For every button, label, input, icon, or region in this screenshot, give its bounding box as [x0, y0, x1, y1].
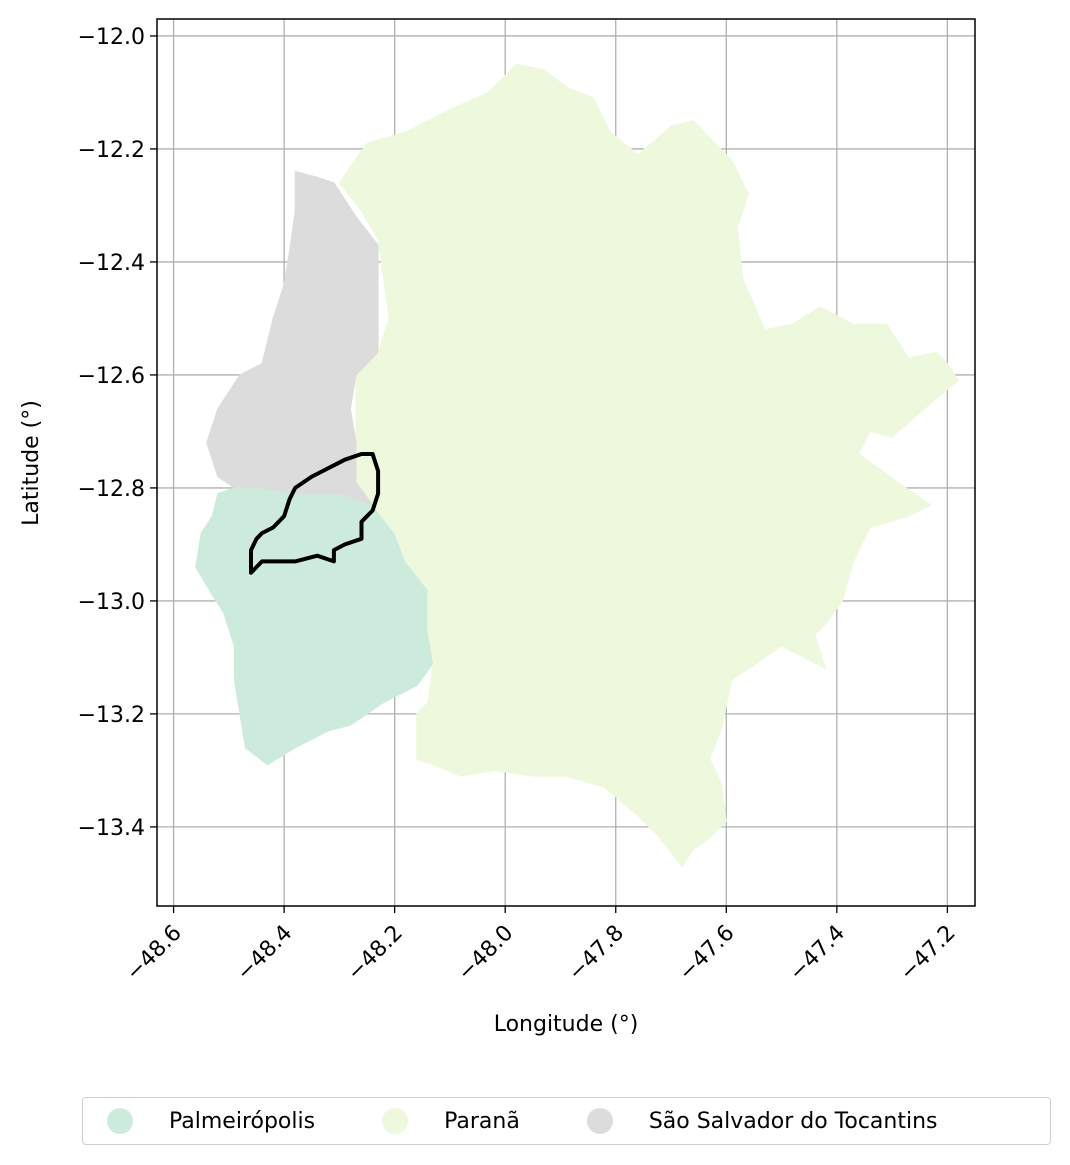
y-tick-label: −12.4 — [78, 251, 145, 276]
legend-item-palmeiropolis: Palmeirópolis — [107, 1098, 315, 1144]
y-tick-label: −12.6 — [78, 364, 145, 389]
x-tick-label: −48.0 — [453, 921, 518, 986]
map-chart: −48.6 −48.4 −48.2 −48.0 −47.8 −47.6 −47.4 −47.2… — [19, 18, 976, 1037]
highlight-outline — [249, 452, 381, 575]
region-polygons — [195, 63, 959, 867]
legend-label-sao-salvador: São Salvador do Tocantins — [648, 1108, 938, 1134]
y-tick-label: −12.2 — [78, 138, 145, 163]
y-axis-label: Latitude (°) — [19, 400, 44, 526]
plot-frame — [156, 18, 976, 907]
x-tick-label: −47.4 — [785, 921, 850, 986]
y-tick-label: −12.8 — [78, 477, 145, 502]
legend-item-sao-salvador: São Salvador do Tocantins — [586, 1098, 938, 1144]
legend-swatch-parana — [382, 1108, 409, 1134]
x-tick-label: −47.6 — [674, 921, 739, 986]
legend-swatch-sao-salvador — [586, 1108, 613, 1134]
x-tick-label: −47.8 — [564, 921, 629, 986]
x-tick-label: −48.4 — [232, 921, 297, 986]
y-tick-label: −13.4 — [78, 816, 145, 841]
legend-label-parana: Paranã — [444, 1108, 520, 1134]
legend-item-parana: Paranã — [382, 1098, 520, 1144]
legend-label-palmeiropolis: Palmeirópolis — [169, 1108, 316, 1134]
region-sao-salvador-do-tocantins — [206, 171, 379, 506]
x-tick-label: −48.2 — [343, 921, 408, 986]
y-tick-label: −12.0 — [78, 25, 145, 50]
legend: Palmeirópolis Paranã São Salvador do Toc… — [82, 1097, 1051, 1145]
x-tick-label: −48.6 — [121, 921, 186, 986]
highlight-outline-layer — [249, 452, 381, 575]
legend-swatch-palmeiropolis — [107, 1108, 133, 1134]
y-tick-label: −13.2 — [78, 703, 145, 728]
region-parana — [338, 63, 959, 867]
y-tick-label: −13.0 — [78, 590, 145, 615]
x-axis-label: Longitude (°) — [494, 1012, 639, 1037]
x-tick-label: −47.2 — [895, 921, 960, 986]
